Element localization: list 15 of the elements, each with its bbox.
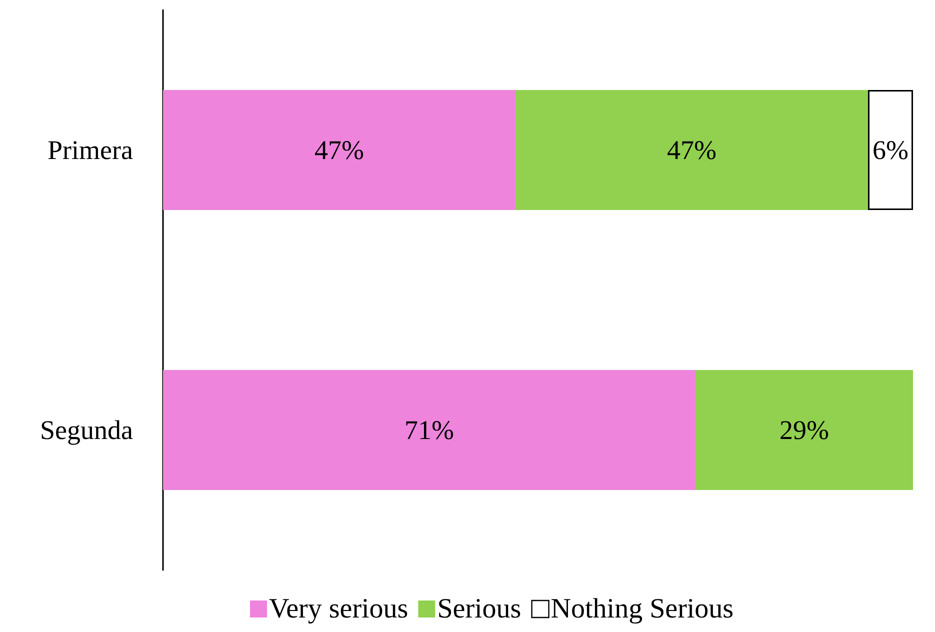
data-label: 71% [404,415,454,445]
data-label: 47% [314,135,364,165]
legend-label: Nothing Serious [550,594,734,624]
y-tick-label: Segunda [40,415,134,445]
data-label: 47% [667,135,716,165]
legend-label: Very serious [269,594,408,624]
y-tick-label: Primera [48,135,133,165]
legend-label: Serious [437,594,522,624]
data-label: 6% [872,135,908,165]
bar [163,90,516,210]
bar [868,90,913,210]
bar [696,370,913,490]
data-label: 29% [780,415,829,445]
bar [516,90,868,210]
bar [163,370,696,490]
